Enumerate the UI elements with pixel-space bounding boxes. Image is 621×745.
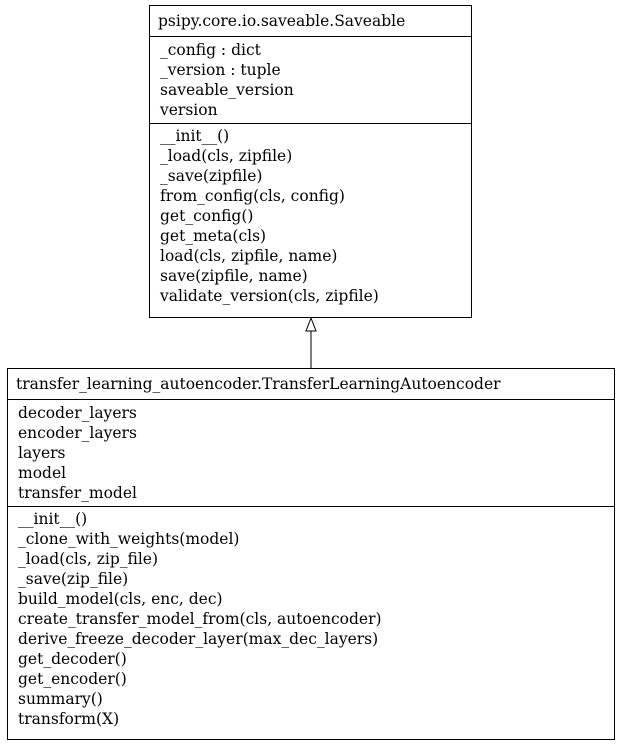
inheritance-arrowhead [306,318,316,331]
method: _clone_with_weights(model) [18,529,606,549]
class-name: transfer_learning_autoencoder.TransferLe… [8,369,614,400]
method: save(zipfile, name) [160,266,463,286]
attribute: _version : tuple [160,60,463,80]
method: _save(zipfile) [160,166,463,186]
attributes-section: decoder_layers encoder_layers layers mod… [8,400,614,507]
method: get_meta(cls) [160,226,463,246]
attribute: decoder_layers [18,403,606,423]
class-box-transfer-learning-autoencoder[interactable]: transfer_learning_autoencoder.TransferLe… [7,368,615,740]
method: summary() [18,689,606,709]
class-box-saveable[interactable]: psipy.core.io.saveable.Saveable _config … [149,5,472,318]
method: __init__() [160,126,463,146]
method: from_config(cls, config) [160,186,463,206]
class-name: psipy.core.io.saveable.Saveable [150,6,471,37]
method: _load(cls, zip_file) [18,549,606,569]
method: derive_freeze_decoder_layer(max_dec_laye… [18,629,606,649]
method: _save(zip_file) [18,569,606,589]
attribute: version [160,100,463,120]
attribute: _config : dict [160,40,463,60]
method: validate_version(cls, zipfile) [160,286,463,306]
attribute: layers [18,443,606,463]
method: create_transfer_model_from(cls, autoenco… [18,609,606,629]
methods-section: __init__() _load(cls, zipfile) _save(zip… [150,124,471,310]
attributes-section: _config : dict _version : tuple saveable… [150,37,471,124]
method: get_encoder() [18,669,606,689]
attribute: transfer_model [18,483,606,503]
method: build_model(cls, enc, dec) [18,589,606,609]
method: get_config() [160,206,463,226]
methods-section: __init__() _clone_with_weights(model) _l… [8,507,614,733]
method: _load(cls, zipfile) [160,146,463,166]
attribute: encoder_layers [18,423,606,443]
method: load(cls, zipfile, name) [160,246,463,266]
method: get_decoder() [18,649,606,669]
method: __init__() [18,509,606,529]
attribute: saveable_version [160,80,463,100]
method: transform(X) [18,709,606,729]
attribute: model [18,463,606,483]
